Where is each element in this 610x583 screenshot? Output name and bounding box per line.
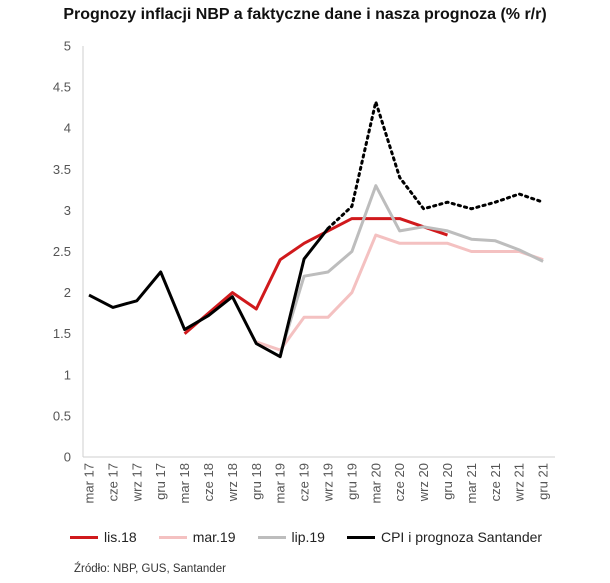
legend-swatch — [70, 535, 98, 539]
x-tick-label: mar 19 — [273, 463, 288, 503]
y-tick-label: 3.5 — [53, 162, 71, 177]
x-axis: mar 17 cze 17 wrz 17 gru 17 mar 18 cze 18 wrz … — [82, 456, 555, 503]
legend-item: CPI i prognoza Santander — [346, 529, 543, 545]
legend-label: mar.19 — [192, 529, 236, 545]
x-tick-label: wrz 20 — [416, 463, 431, 502]
x-tick-label: cze 18 — [201, 463, 216, 501]
x-tick-label: gru 17 — [153, 463, 168, 500]
source-note: Źródło: NBP, GUS, Santander — [74, 563, 226, 575]
x-tick-label: wrz 21 — [512, 463, 527, 502]
series-line-lis-18 — [183, 217, 448, 335]
x-tick-label: gru 19 — [344, 463, 359, 500]
legend-label: lis.18 — [104, 529, 137, 545]
x-tick-label: cze 17 — [105, 463, 120, 501]
y-tick-label: 3 — [64, 203, 71, 218]
legend-label: lip.19 — [291, 529, 325, 545]
x-tick-label: cze 20 — [392, 463, 407, 501]
y-tick-label: 2.5 — [53, 244, 71, 259]
y-tick-label: 5 — [64, 39, 71, 54]
y-tick-label: 0.5 — [53, 408, 71, 423]
x-tick-label: mar 17 — [82, 463, 97, 503]
x-tick-label: mar 20 — [368, 463, 383, 503]
legend-swatch — [257, 535, 286, 539]
x-tick-label: mar 21 — [464, 463, 479, 503]
x-tick-label: wrz 19 — [321, 463, 336, 502]
y-tick-label: 0 — [64, 450, 71, 465]
series-line-cpi-i-prognoza-santander-forecast — [326, 100, 545, 230]
x-tick-label: gru 18 — [249, 463, 264, 500]
chart-title: Prognozy inflacji NBP a faktyczne dane i… — [63, 6, 547, 23]
x-tick-label: wrz 17 — [129, 463, 144, 502]
series-layer — [88, 100, 545, 359]
x-tick-label: cze 21 — [488, 463, 503, 501]
legend-label: CPI i prognoza Santander — [380, 529, 543, 545]
series-line-mar-19 — [255, 233, 544, 352]
y-tick-label: 4.5 — [53, 80, 71, 95]
x-tick-label: gru 21 — [536, 463, 551, 500]
series-line-cpi-i-prognoza-santander — [88, 227, 330, 359]
x-tick-label: wrz 18 — [225, 463, 240, 502]
y-axis: 0 0.5 1 1.5 2 2.5 3 3.5 4 4.5 5 — [53, 39, 84, 465]
legend-item: lip.19 — [257, 529, 325, 545]
legend-swatch — [346, 535, 375, 539]
y-tick-label: 4 — [64, 121, 71, 136]
x-tick-label: cze 19 — [297, 463, 312, 501]
y-tick-label: 1 — [64, 367, 71, 382]
legend-swatch — [158, 535, 187, 539]
legend-item: lis.18 — [70, 529, 137, 545]
x-tick-label: gru 20 — [440, 463, 455, 500]
y-tick-label: 1.5 — [53, 326, 71, 341]
legend-item: mar.19 — [158, 529, 236, 545]
y-tick-label: 2 — [64, 285, 71, 300]
series-line-lip-19 — [278, 184, 544, 355]
x-tick-label: mar 18 — [177, 463, 192, 503]
chart-legend: lis.18 mar.19 lip.19 CPI i prognoza Santand… — [70, 527, 564, 547]
